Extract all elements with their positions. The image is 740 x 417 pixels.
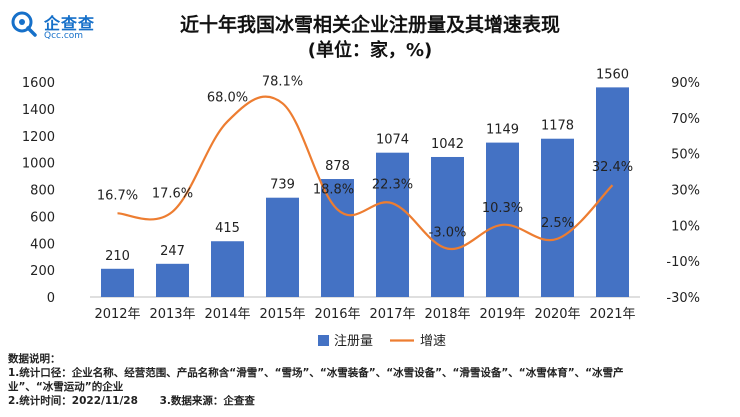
legend: 注册量 增速 [318,334,446,349]
y-right-tick-label: -30% [666,291,700,306]
y-right-tick-label: 30% [671,184,700,199]
bar-value-label: 1042 [431,137,464,152]
y-right-tick-label: 70% [671,112,700,127]
bar-registrations [431,156,464,297]
growth-rate-label: 17.6% [152,187,193,202]
bar-registrations [266,197,299,297]
legend-swatch-bar [318,335,329,346]
y-left-tick-label: 1200 [22,130,55,145]
x-tick-label: 2014年 [204,307,250,322]
bar-registrations [376,152,409,297]
data-notes: 数据说明： 1.统计口径：企业名称、经营范围、产品名称含“滑雪”、“雪场”、“冰… [8,352,733,408]
bar-value-label: 415 [215,221,240,236]
x-tick-label: 2015年 [259,307,305,322]
growth-rate-label: -3.0% [429,226,467,241]
notes-heading: 数据说明： [8,353,61,365]
bar-registrations [486,142,519,297]
growth-rate-label: 10.3% [482,201,523,216]
x-tick-label: 2019年 [479,307,525,322]
bar-value-label: 739 [270,178,295,193]
legend-label-bar: 注册量 [334,334,373,349]
brand-name-cn: 企查查 [44,14,96,33]
bar-registrations [596,87,629,297]
bar-registrations [101,268,134,297]
y-left-tick-label: 1600 [22,76,55,91]
bar-registrations [211,241,244,297]
growth-rate-label: 16.7% [97,188,138,203]
y-left-tick-label: 200 [30,264,55,279]
bar-value-label: 1149 [486,123,519,138]
notes-line-2: 业”、“冰雪运动”的企业 [8,381,124,393]
bar-registrations [156,263,189,297]
bars-layer [101,87,629,297]
growth-rate-label: 18.8% [313,183,354,198]
bar-value-label: 1178 [541,119,574,134]
x-tick-label: 2020年 [534,307,580,322]
y-left-tick-label: 1400 [22,103,55,118]
y-left-tick-label: 400 [30,237,55,252]
bar-value-label: 1560 [596,67,629,82]
bar-value-label: 878 [325,159,350,174]
x-tick-label: 2016年 [314,307,360,322]
legend-label-line: 增速 [420,334,446,349]
brand-name-en: Qcc.com [44,31,84,41]
growth-rate-label: 78.1% [262,74,303,89]
x-tick-label: 2021年 [589,307,635,322]
y-left-tick-label: 600 [30,210,55,225]
y-left-tick-label: 800 [30,184,55,199]
x-tick-label: 2018年 [424,307,470,322]
notes-line-3a: 2.统计时间：2022/11/28 [8,395,138,407]
x-tick-label: 2012年 [94,307,140,322]
data-labels-layer: 210 247 415 739 878 1074 1042 1149 1178 1560 16.7%… [97,67,633,263]
y-right-tick-label: -10% [666,255,700,270]
chart-title: 近十年我国冰雪相关企业注册量及其增速表现 [179,14,560,36]
growth-line-layer [117,95,614,250]
y-left-tick-label: 0 [47,291,55,306]
y-right-tick-label: 90% [671,76,700,91]
y-right-tick-label: 10% [671,219,700,234]
notes-line-3b: 3.数据来源：企查查 [159,395,255,407]
y-left-tick-label: 1000 [22,157,55,172]
y-right-tick-label: 50% [671,148,700,163]
x-tick-label: 2017年 [369,307,415,322]
bar-value-label: 1074 [376,133,409,148]
bar-registrations [321,179,354,297]
growth-rate-label: 68.0% [207,90,248,105]
chart-subtitle: (单位：家，%) [307,40,433,61]
growth-rate-label: 32.4% [592,160,633,175]
qcc-logo-icon [11,11,37,37]
bar-value-label: 247 [160,244,185,259]
growth-rate-label: 22.3% [372,177,413,192]
x-tick-label: 2013年 [149,307,195,322]
bar-registrations [541,138,574,297]
axes-layer: 0 200 400 600 800 1000 1200 1400 1600 -30% -10% 10%… [22,76,700,322]
growth-rate-line [117,95,614,250]
growth-rate-label: 2.5% [541,216,574,231]
bar-value-label: 210 [105,249,130,264]
notes-line-1: 1.统计口径：企业名称、经营范围、产品名称含“滑雪”、“雪场”、“冰雪装备”、“… [8,367,624,379]
brand-logo: 企查查 Qcc.com [10,8,120,48]
